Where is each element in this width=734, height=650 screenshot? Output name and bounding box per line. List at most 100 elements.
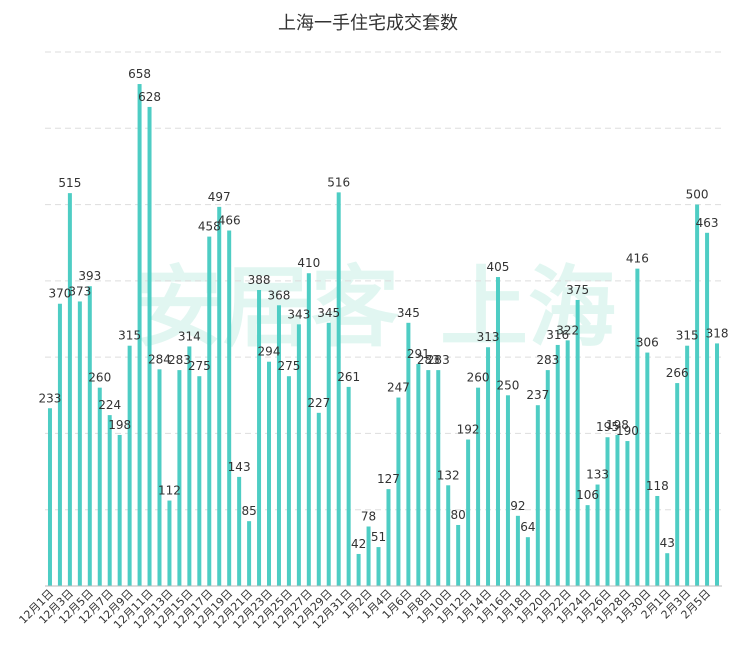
value-label: 315: [118, 329, 141, 343]
bars: [47, 84, 720, 587]
value-label: 85: [241, 504, 256, 518]
bar: [645, 352, 650, 586]
bar: [545, 370, 550, 586]
value-label: 143: [228, 460, 251, 474]
bar: [296, 324, 301, 586]
value-label: 284: [148, 352, 171, 366]
value-label: 315: [676, 329, 699, 343]
value-label: 261: [337, 370, 360, 384]
bar: [286, 376, 291, 586]
bar: [416, 364, 421, 586]
bar: [665, 553, 670, 586]
bar: [107, 415, 112, 586]
value-label: 51: [371, 530, 386, 544]
value-label: 250: [496, 378, 519, 392]
bar: [685, 345, 690, 586]
bar: [306, 273, 311, 586]
bar: [57, 303, 62, 586]
value-label: 388: [248, 273, 271, 287]
bar: [366, 526, 371, 586]
value-label: 266: [666, 366, 689, 380]
bar: [167, 500, 172, 586]
value-label: 416: [626, 252, 649, 266]
value-label: 373: [68, 284, 91, 298]
value-label: 500: [686, 188, 709, 202]
value-label: 118: [646, 479, 669, 493]
value-label: 275: [188, 359, 211, 373]
value-label: 78: [361, 510, 376, 524]
bar: [396, 397, 401, 586]
bar: [495, 277, 500, 586]
bar: [446, 485, 451, 586]
value-label: 190: [616, 424, 639, 438]
value-label: 294: [258, 345, 281, 359]
bar: [406, 322, 411, 586]
bar: [426, 370, 431, 586]
bar: [117, 434, 122, 586]
value-label: 658: [128, 67, 151, 81]
bar: [207, 236, 212, 587]
bar: [595, 484, 600, 586]
bar: [386, 489, 391, 586]
bar: [197, 376, 202, 586]
bar: [187, 346, 192, 586]
value-label: 198: [108, 418, 131, 432]
bar: [97, 387, 102, 586]
value-label: 283: [536, 353, 559, 367]
bar: [137, 84, 142, 586]
chart-title: 上海一手住宅成交套数: [278, 13, 458, 34]
bar: [157, 369, 162, 586]
value-label: 370: [48, 287, 71, 301]
bar: [267, 361, 272, 586]
bar: [436, 370, 441, 586]
value-label: 463: [696, 216, 719, 230]
value-label: 275: [277, 359, 300, 373]
value-label: 237: [526, 388, 549, 402]
value-label: 133: [586, 468, 609, 482]
bar: [217, 206, 222, 587]
value-label: 628: [138, 90, 161, 104]
value-label: 127: [377, 472, 400, 486]
bar: [675, 383, 680, 586]
bar: [565, 340, 570, 586]
value-label: 497: [208, 190, 231, 204]
value-label: 80: [451, 508, 466, 522]
value-label: 92: [510, 499, 525, 513]
value-label: 224: [98, 398, 121, 412]
bar: [486, 347, 491, 586]
watermark: 安居客 上海: [135, 256, 616, 359]
value-label: 195: [596, 420, 619, 434]
value-label: 343: [287, 307, 310, 321]
bar: [715, 343, 720, 586]
value-label: 233: [39, 391, 62, 405]
value-label: 316: [546, 328, 569, 342]
bar: [505, 395, 510, 586]
value-label: 192: [457, 423, 480, 437]
bar: [575, 299, 580, 586]
value-label: 345: [397, 306, 420, 320]
value-label: 516: [327, 175, 350, 189]
value-label: 132: [437, 468, 460, 482]
bar: [555, 344, 560, 586]
bar: [87, 286, 92, 586]
value-label: 368: [268, 288, 291, 302]
value-label: 43: [660, 536, 675, 550]
value-label: 466: [218, 214, 241, 228]
value-label: 283: [168, 353, 191, 367]
bar: [615, 434, 620, 586]
value-label: 458: [198, 220, 221, 234]
bar: [326, 322, 331, 586]
value-label: 291: [407, 347, 430, 361]
value-label: 345: [317, 306, 340, 320]
value-label: 283: [417, 353, 440, 367]
bar: [346, 386, 351, 586]
value-label: 375: [566, 283, 589, 297]
value-label: 198: [606, 418, 629, 432]
x-tick-labels: 12月1日12月3日12月5日12月7日12月9日12月11日12月13日12月…: [17, 587, 714, 632]
bar: [515, 515, 520, 586]
value-label: 393: [78, 269, 101, 283]
bar: [695, 204, 700, 586]
